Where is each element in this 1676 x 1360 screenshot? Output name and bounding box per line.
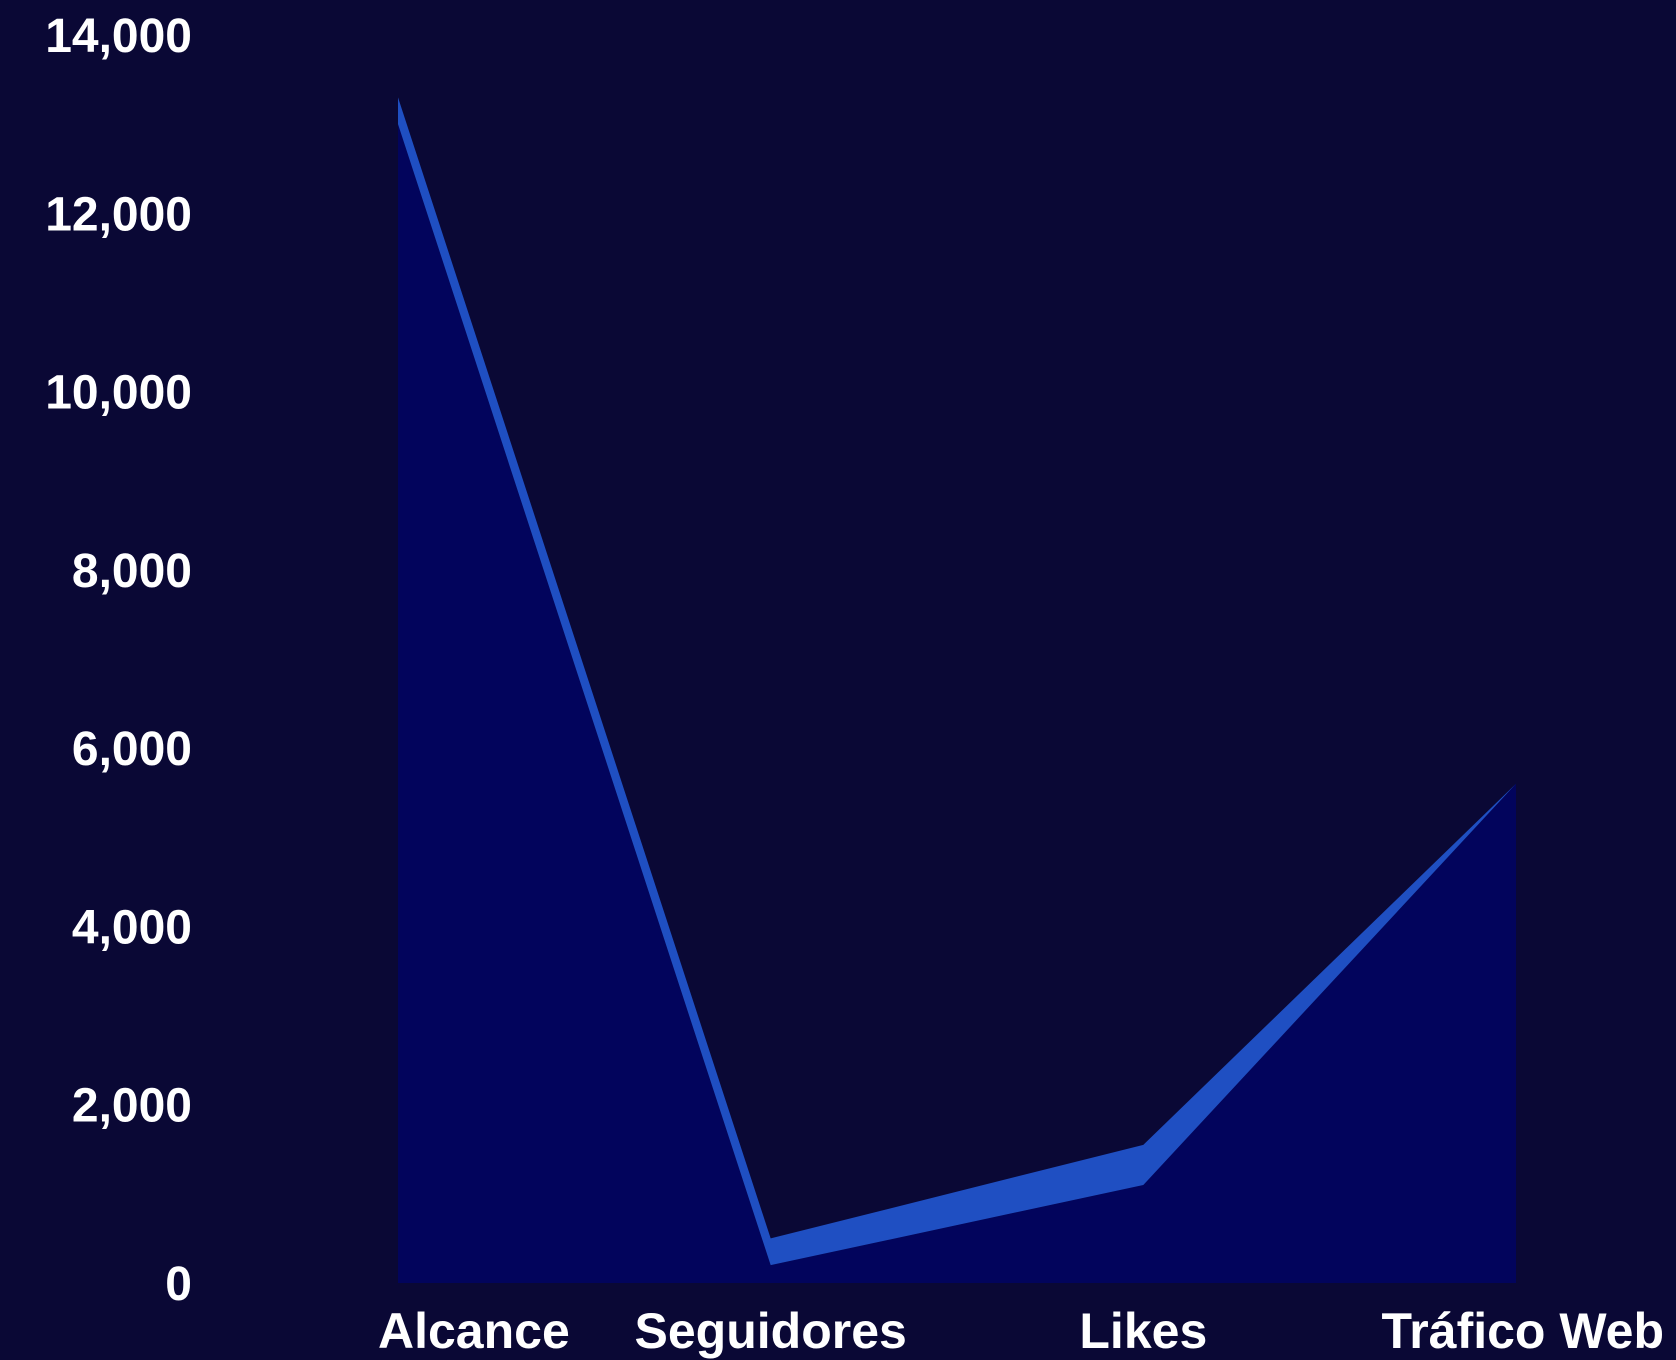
y-tick-label: 2,000: [72, 1080, 192, 1133]
x-category-label: Likes: [1079, 1303, 1207, 1359]
y-tick-label: 6,000: [72, 723, 192, 776]
x-category-label: Alcance: [378, 1303, 570, 1359]
y-tick-label: 14,000: [45, 10, 192, 63]
y-tick-label: 10,000: [45, 367, 192, 420]
area-series-base: [398, 124, 1516, 1284]
y-tick-label: 0: [165, 1258, 192, 1311]
x-category-label: Seguidores: [635, 1303, 907, 1359]
y-tick-label: 8,000: [72, 545, 192, 598]
area-series-band: [398, 97, 1516, 1266]
y-axis: 0 2,000 4,000 6,000 8,000 10,000 12,000 14,000: [45, 10, 192, 1311]
plot-area: [398, 97, 1516, 1284]
y-tick-label: 12,000: [45, 188, 192, 241]
y-tick-label: 4,000: [72, 901, 192, 954]
x-category-label: Tráfico Web: [1382, 1303, 1664, 1359]
x-axis: Alcance Seguidores Likes Tráfico Web: [378, 1303, 1664, 1359]
